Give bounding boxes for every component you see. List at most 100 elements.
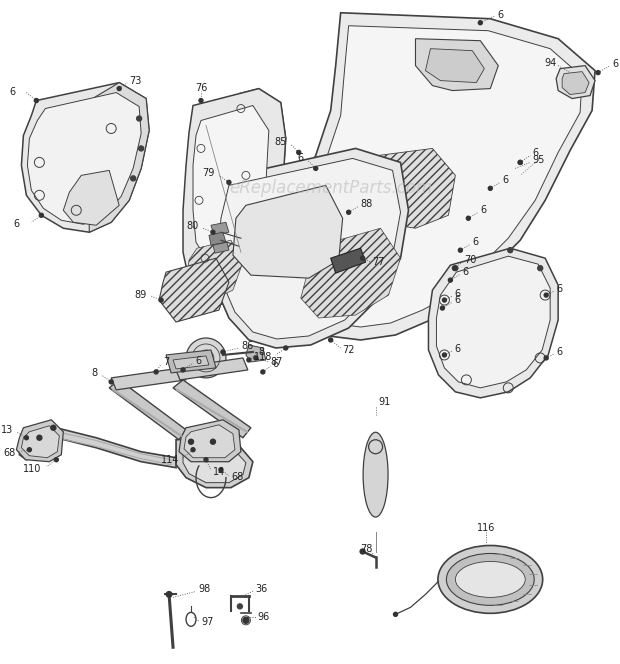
Text: 14: 14 xyxy=(213,467,225,477)
Text: 6: 6 xyxy=(556,284,562,294)
Circle shape xyxy=(221,350,225,354)
Circle shape xyxy=(24,436,29,440)
Circle shape xyxy=(199,98,203,102)
Circle shape xyxy=(219,467,223,471)
Text: 79: 79 xyxy=(203,169,215,179)
Polygon shape xyxy=(183,443,246,483)
Polygon shape xyxy=(246,345,266,362)
Polygon shape xyxy=(176,438,253,487)
Circle shape xyxy=(314,167,317,171)
Circle shape xyxy=(34,98,38,102)
Polygon shape xyxy=(175,358,248,380)
Circle shape xyxy=(139,146,144,151)
Polygon shape xyxy=(173,356,209,369)
Text: 70: 70 xyxy=(464,255,477,265)
Circle shape xyxy=(166,592,172,597)
Circle shape xyxy=(188,440,193,444)
Polygon shape xyxy=(173,380,251,438)
Text: 8: 8 xyxy=(91,368,97,378)
Circle shape xyxy=(254,356,258,360)
Ellipse shape xyxy=(446,554,534,606)
Circle shape xyxy=(247,358,251,362)
Polygon shape xyxy=(358,149,455,228)
Circle shape xyxy=(37,436,42,440)
Polygon shape xyxy=(184,425,235,457)
Text: 95: 95 xyxy=(532,155,544,165)
Polygon shape xyxy=(330,248,366,273)
Polygon shape xyxy=(22,426,60,457)
Text: 86: 86 xyxy=(241,341,253,351)
Text: 6: 6 xyxy=(497,10,503,20)
Circle shape xyxy=(136,116,141,121)
Text: 72: 72 xyxy=(343,345,355,355)
Text: 6: 6 xyxy=(454,344,461,354)
Text: 6: 6 xyxy=(532,149,538,159)
Circle shape xyxy=(538,266,542,271)
Text: 80: 80 xyxy=(187,221,199,231)
Circle shape xyxy=(109,380,113,384)
Circle shape xyxy=(489,187,492,191)
Circle shape xyxy=(360,549,365,554)
Text: 97: 97 xyxy=(201,618,213,627)
Polygon shape xyxy=(63,171,119,225)
Polygon shape xyxy=(321,193,348,210)
Polygon shape xyxy=(281,26,582,327)
Text: 98: 98 xyxy=(198,584,210,594)
Polygon shape xyxy=(436,256,550,388)
Text: 68: 68 xyxy=(231,471,243,481)
Circle shape xyxy=(544,293,548,297)
Circle shape xyxy=(544,356,548,360)
Circle shape xyxy=(131,176,136,181)
Polygon shape xyxy=(166,350,216,373)
Text: 6: 6 xyxy=(472,237,479,247)
Text: 114: 114 xyxy=(161,455,179,465)
Ellipse shape xyxy=(455,562,525,598)
Polygon shape xyxy=(239,88,286,298)
Text: 6: 6 xyxy=(463,267,469,277)
Polygon shape xyxy=(269,13,595,340)
Circle shape xyxy=(347,210,351,214)
Polygon shape xyxy=(209,232,226,245)
Circle shape xyxy=(440,306,445,310)
Circle shape xyxy=(237,604,242,609)
Text: 6: 6 xyxy=(454,289,461,299)
Polygon shape xyxy=(179,420,241,461)
Circle shape xyxy=(518,161,522,165)
Text: 6: 6 xyxy=(480,205,487,215)
Polygon shape xyxy=(193,106,269,260)
Polygon shape xyxy=(428,248,558,398)
Polygon shape xyxy=(27,92,141,224)
Polygon shape xyxy=(183,88,286,305)
Circle shape xyxy=(361,256,365,260)
Circle shape xyxy=(51,425,56,430)
Polygon shape xyxy=(19,428,176,467)
Text: 6: 6 xyxy=(454,295,461,305)
Ellipse shape xyxy=(363,432,388,517)
Text: 110: 110 xyxy=(23,463,42,473)
Circle shape xyxy=(211,230,215,234)
Text: 6: 6 xyxy=(556,347,562,357)
Polygon shape xyxy=(22,82,149,232)
Circle shape xyxy=(458,248,463,252)
Polygon shape xyxy=(89,82,149,232)
Circle shape xyxy=(40,213,43,217)
Text: 76: 76 xyxy=(195,82,207,92)
Circle shape xyxy=(479,21,482,25)
Polygon shape xyxy=(187,240,243,298)
Polygon shape xyxy=(16,420,63,461)
Polygon shape xyxy=(233,185,343,278)
Circle shape xyxy=(596,70,600,74)
Polygon shape xyxy=(109,380,186,440)
Circle shape xyxy=(55,457,58,461)
Polygon shape xyxy=(425,48,484,82)
Circle shape xyxy=(181,368,185,372)
Polygon shape xyxy=(111,368,186,390)
Ellipse shape xyxy=(438,546,542,614)
Text: 77: 77 xyxy=(373,257,385,267)
Circle shape xyxy=(448,278,453,282)
Circle shape xyxy=(443,353,446,357)
Polygon shape xyxy=(562,72,589,94)
Text: 118: 118 xyxy=(254,352,273,362)
Circle shape xyxy=(243,618,249,623)
Circle shape xyxy=(284,346,288,350)
